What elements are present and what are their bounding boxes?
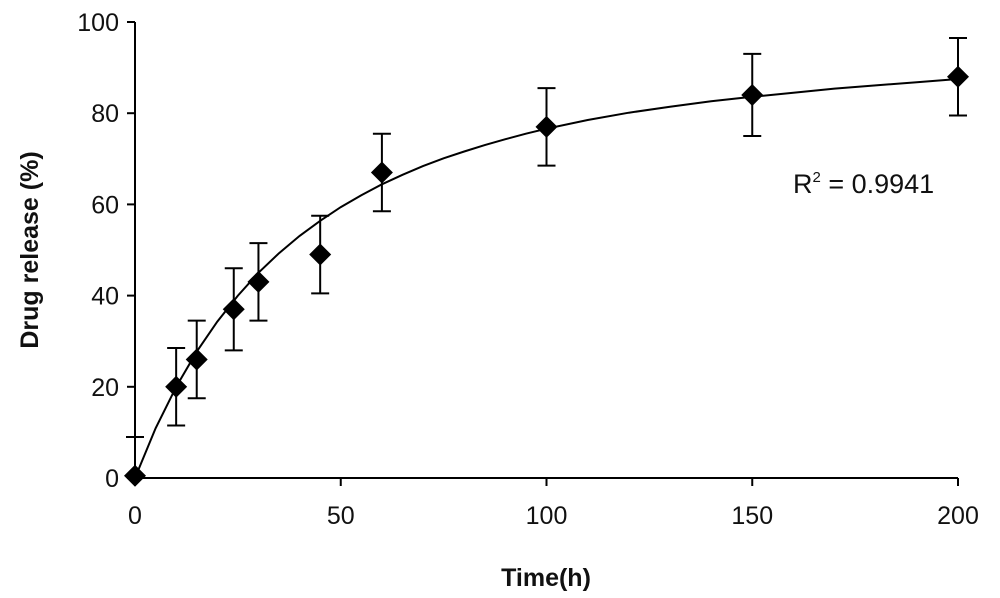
data-point: [370, 161, 393, 184]
x-tick-label: 150: [731, 502, 773, 530]
data-point: [947, 65, 969, 88]
plot-area: 0 20 40 60 80 100 0 50 100 150 200: [77, 9, 979, 530]
r-squared-prefix: R: [793, 169, 813, 199]
x-tick-label: 200: [937, 502, 979, 530]
r-squared-annotation: R2 = 0.9941: [793, 169, 934, 199]
data-point: [309, 243, 332, 266]
y-tick-label: 0: [105, 465, 119, 493]
x-tick-label: 100: [526, 502, 568, 530]
y-tick-label: 80: [91, 100, 119, 128]
y-tick-label: 40: [91, 283, 119, 311]
data-point: [222, 298, 245, 321]
y-tick-label: 20: [91, 374, 119, 402]
x-tick-label: 50: [327, 502, 355, 530]
data-point: [247, 270, 270, 293]
error-bars: [126, 36, 967, 478]
data-point: [185, 348, 208, 371]
y-tick-label: 100: [77, 9, 119, 37]
x-tick-label: 0: [128, 502, 142, 530]
y-axis-title: Drug release (%): [16, 151, 44, 348]
data-point: [741, 83, 764, 106]
x-axis-title: Time(h): [501, 564, 591, 592]
data-point: [535, 115, 558, 138]
x-axis-ticks: 0 50 100 150 200: [128, 478, 979, 530]
y-tick-label: 60: [91, 191, 119, 219]
r-squared-value: = 0.9941: [821, 169, 934, 199]
data-point: [165, 375, 188, 398]
y-axis-ticks: 0 20 40 60 80 100: [77, 9, 135, 493]
r-squared-superscript: 2: [813, 169, 821, 186]
data-points: [124, 65, 969, 487]
data-point: [124, 464, 146, 487]
